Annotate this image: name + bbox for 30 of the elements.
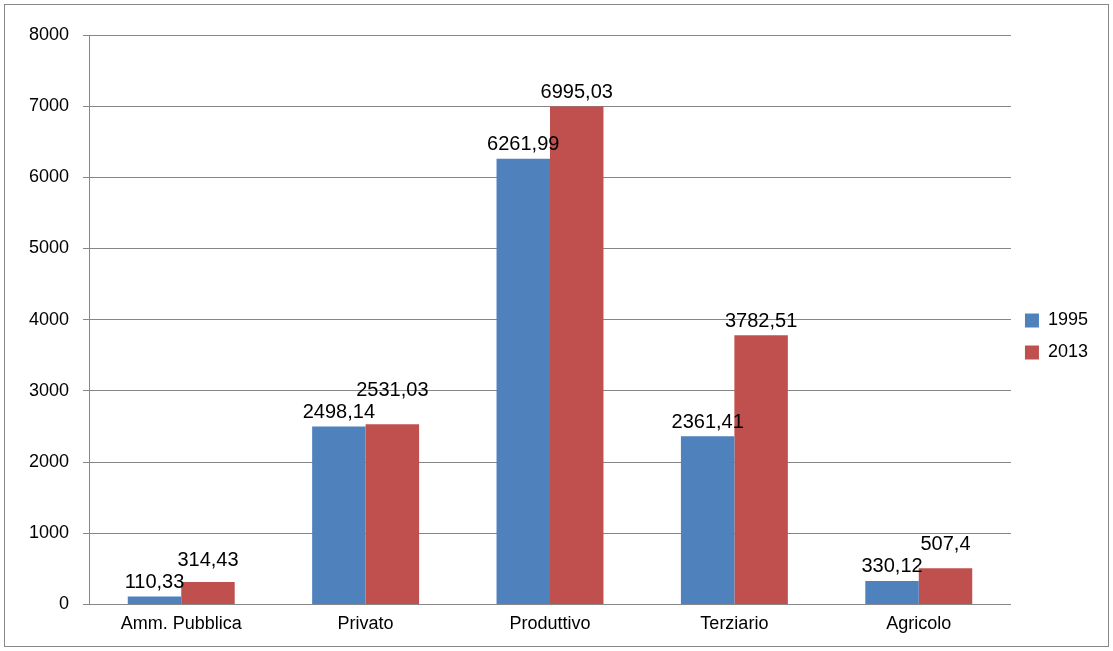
y-tick-label: 8000 — [29, 23, 70, 44]
y-tick-label: 1000 — [29, 522, 70, 543]
legend-label: 2013 — [1047, 341, 1088, 362]
bar — [680, 436, 735, 604]
bar — [365, 424, 420, 604]
data-label: 507,4 — [920, 532, 971, 555]
bar — [312, 426, 366, 604]
y-tick-label: 2000 — [29, 451, 70, 472]
x-tick-label: Terziario — [700, 613, 769, 634]
legend-label: 1995 — [1047, 309, 1088, 330]
y-tick-label: 6000 — [29, 166, 70, 187]
y-tick-label: 5000 — [29, 237, 70, 258]
bar — [496, 158, 550, 604]
data-label: 3782,51 — [724, 308, 798, 331]
data-label: 2531,03 — [356, 378, 429, 401]
bar — [127, 596, 182, 604]
y-tick-label: 4000 — [29, 308, 70, 329]
data-label: 330,12 — [861, 554, 923, 577]
y-tick-label: 0 — [59, 593, 70, 614]
data-label: 2498,14 — [302, 400, 376, 423]
x-tick-label: Amm. Pubblica — [120, 613, 243, 634]
x-tick-label: Privato — [337, 613, 394, 634]
y-tick-label: 7000 — [29, 95, 70, 116]
x-tick-label: Produttivo — [509, 613, 591, 634]
data-label: 110,33 — [124, 570, 185, 593]
data-label: 314,43 — [177, 548, 239, 571]
x-tick-label: Agricolo — [886, 613, 952, 634]
bar — [865, 580, 919, 604]
data-label: 6995,03 — [540, 80, 613, 103]
y-tick-label: 3000 — [29, 379, 70, 400]
